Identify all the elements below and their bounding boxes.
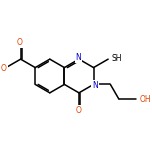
Text: OH: OH [139, 95, 151, 104]
Text: O: O [1, 64, 7, 73]
Text: N: N [75, 54, 81, 62]
Text: N: N [92, 81, 98, 90]
Text: SH: SH [112, 54, 122, 63]
Text: O: O [17, 38, 23, 47]
Text: O: O [76, 106, 82, 115]
